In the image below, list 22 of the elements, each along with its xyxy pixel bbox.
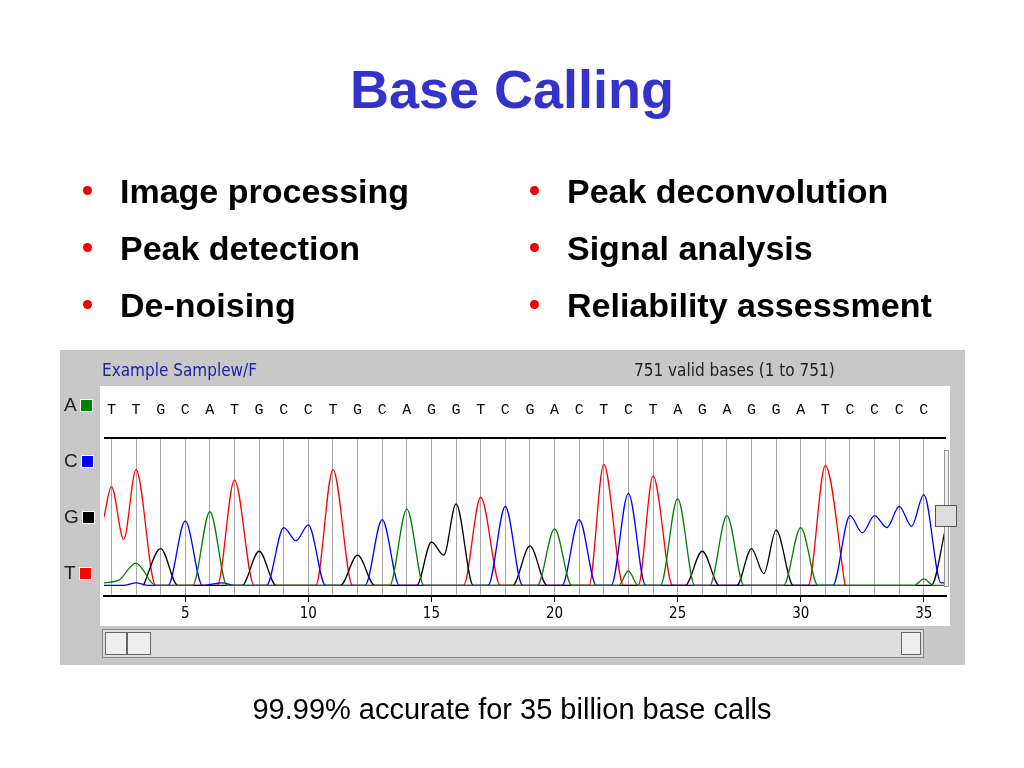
text: 99.99% accurate for 35 billion base calls	[251, 693, 773, 726]
x-tick-label: 30	[792, 603, 810, 622]
text: Image processing	[119, 172, 410, 211]
text: Signal analysis	[566, 229, 813, 268]
x-tick-label: 20	[545, 603, 564, 622]
text: 751 valid bases (1 to 751)	[634, 360, 835, 380]
text: Reliability assessment	[566, 286, 932, 325]
x-tick-label: 5	[180, 603, 190, 622]
text: Peak deconvolution	[566, 172, 889, 211]
x-tick-label: 25	[669, 603, 687, 622]
x-tick-label: 10	[299, 603, 317, 622]
text: T T G C A T G C C T G C A G G T C G A C T C T A G A G G A T C C C C	[106, 401, 929, 419]
text: Peak detection	[119, 229, 360, 268]
legend-label: G	[64, 506, 80, 529]
text: Example Samplew/F	[102, 360, 258, 380]
x-tick-label: 15	[422, 603, 441, 622]
legend-label: T	[64, 562, 77, 585]
x-tick-label: 35	[915, 603, 933, 622]
legend-label: A	[64, 394, 78, 417]
text: De-noising	[119, 286, 296, 325]
legend-label: C	[64, 450, 79, 473]
chart-title: Base Calling	[348, 58, 676, 120]
